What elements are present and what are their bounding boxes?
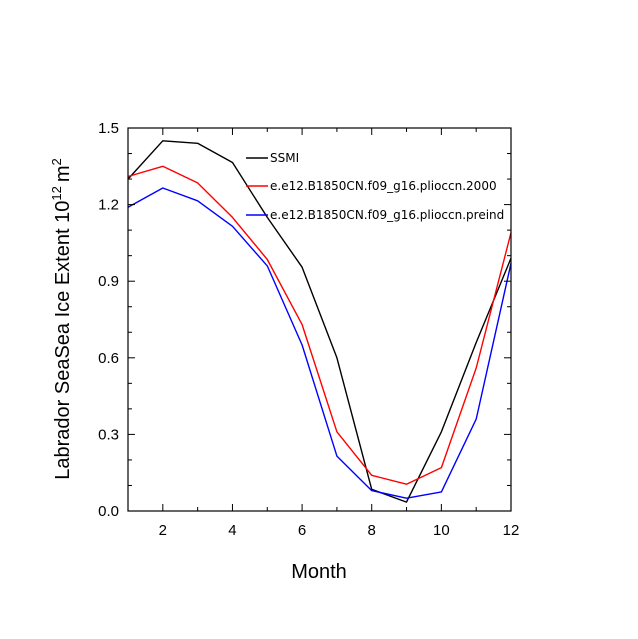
y-axis-label-unit-exponent: 2	[49, 158, 64, 165]
x-tick-label: 8	[368, 522, 376, 539]
y-tick-label: 1.5	[98, 120, 119, 137]
legend-label-1: SSMI	[270, 151, 299, 165]
x-tick-label: 4	[228, 522, 236, 539]
y-tick-label: 0.0	[98, 503, 119, 520]
y-tick-label: 0.3	[98, 426, 119, 443]
y-tick-label: 1.2	[98, 197, 119, 214]
legend-label-3: e.e12.B1850CN.f09_g16.plioccn.preind	[270, 208, 504, 222]
x-tick-label: 6	[298, 522, 306, 539]
y-tick-label: 0.9	[98, 273, 119, 290]
series-line-1	[127, 140, 512, 503]
x-tick-label: 2	[159, 522, 167, 539]
series-line-2	[127, 165, 512, 485]
y-axis-label-unit: m	[52, 166, 74, 183]
y-tick-label: 0.6	[98, 350, 119, 367]
axes-layer: 2 4 6 8 10 12 0.0 0.3 0.6 0.9 1.2 1.5	[98, 120, 519, 539]
y-axis-label-exponent: 12	[49, 186, 64, 200]
legend: SSMI e.e12.B1850CN.f09_g16.plioccn.2000 e.…	[246, 151, 504, 222]
series-layer	[127, 140, 512, 503]
legend-label-2: e.e12.B1850CN.f09_g16.plioccn.2000	[270, 179, 497, 193]
y-axis-label: Labrador SeaSea Ice Extent 1012 m2	[49, 158, 74, 479]
y-axis-label-text: Labrador SeaSea Ice Extent 10	[52, 201, 74, 480]
plot-frame	[127, 127, 512, 512]
series-line-3	[127, 187, 512, 499]
x-tick-label: 12	[503, 522, 520, 539]
x-tick-label: 10	[433, 522, 450, 539]
x-axis-label: Month	[291, 561, 347, 583]
